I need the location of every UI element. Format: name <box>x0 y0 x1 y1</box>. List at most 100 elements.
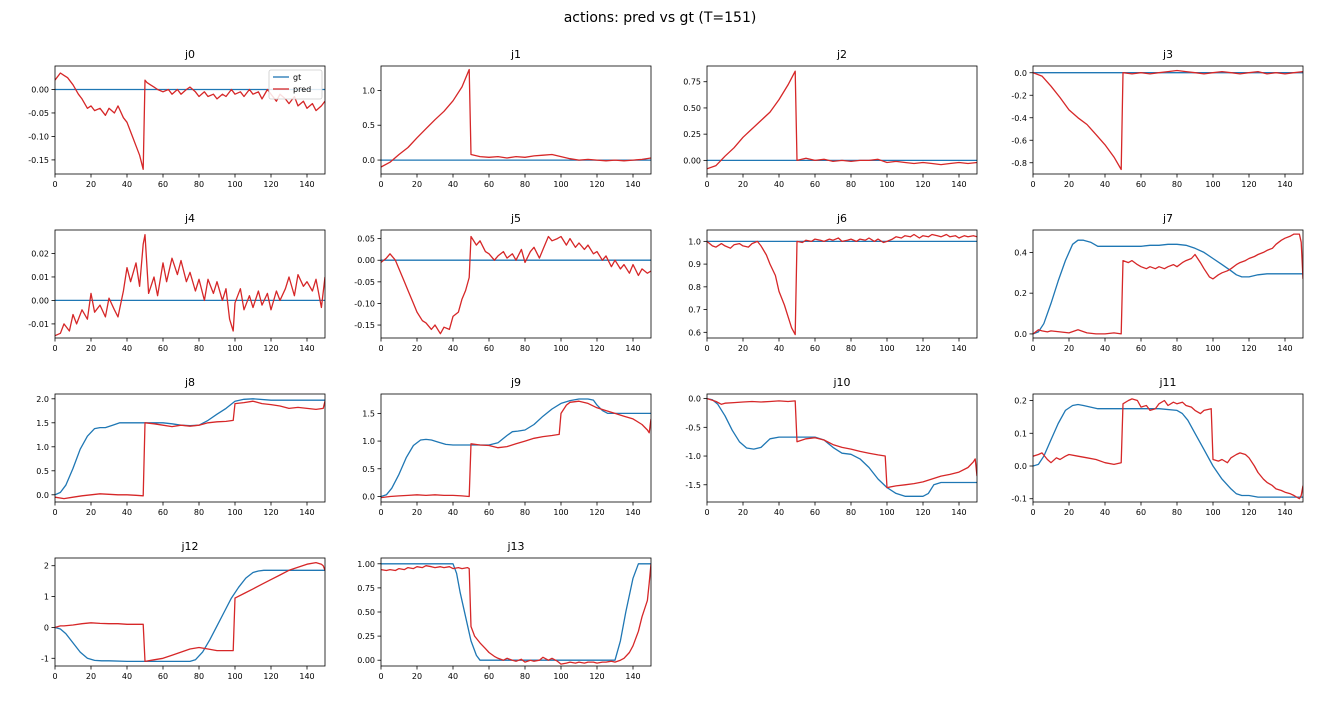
x-tick-label: 40 <box>774 508 784 517</box>
x-tick-label: 20 <box>86 508 96 517</box>
y-tick-label: -0.5 <box>685 423 701 432</box>
x-tick-label: 120 <box>589 344 604 353</box>
x-tick-label: 140 <box>625 508 640 517</box>
x-tick-label: 120 <box>915 344 930 353</box>
x-tick-label: 140 <box>951 180 966 189</box>
x-tick-label: 120 <box>915 508 930 517</box>
x-tick-label: 60 <box>484 180 494 189</box>
x-tick-label: 60 <box>158 344 168 353</box>
x-tick-label: 120 <box>589 180 604 189</box>
x-tick-label: 20 <box>1064 180 1074 189</box>
x-tick-label: 140 <box>1277 344 1292 353</box>
x-tick-label: 20 <box>738 508 748 517</box>
y-tick-label: -0.1 <box>1011 495 1027 504</box>
y-tick-label: -0.4 <box>1011 114 1027 123</box>
x-tick-label: 60 <box>158 180 168 189</box>
x-tick-label: 20 <box>738 180 748 189</box>
y-tick-label: -1 <box>41 654 49 663</box>
x-tick-label: 100 <box>553 344 568 353</box>
subplot-title: j13 <box>506 540 524 553</box>
x-tick-label: 20 <box>412 508 422 517</box>
y-tick-label: 0.2 <box>1014 289 1027 298</box>
x-tick-label: 140 <box>625 344 640 353</box>
x-tick-label: 0 <box>704 508 709 517</box>
series-line-pred <box>381 400 651 499</box>
x-tick-label: 100 <box>553 672 568 681</box>
x-tick-label: 100 <box>553 180 568 189</box>
y-tick-label: 0.25 <box>357 632 375 641</box>
subplot-title: j4 <box>184 212 195 225</box>
x-tick-label: 40 <box>1100 344 1110 353</box>
y-tick-label: 0.0 <box>1014 330 1027 339</box>
x-tick-label: 60 <box>810 508 820 517</box>
axes-frame <box>1032 65 1304 175</box>
axes-frame <box>380 557 652 667</box>
x-tick-label: 100 <box>227 344 242 353</box>
x-tick-label: 120 <box>263 180 278 189</box>
y-tick-label: 1 <box>44 593 49 602</box>
y-tick-label: 1.0 <box>688 237 701 246</box>
x-tick-label: 60 <box>158 508 168 517</box>
y-tick-label: 0.0 <box>1014 69 1027 78</box>
x-tick-label: 80 <box>194 508 204 517</box>
subplot-title: j7 <box>1162 212 1173 225</box>
x-tick-label: 0 <box>704 180 709 189</box>
x-tick-label: 60 <box>484 508 494 517</box>
y-tick-label: 0.7 <box>688 306 701 315</box>
legend-label-pred: pred <box>293 85 311 94</box>
x-tick-label: 20 <box>1064 508 1074 517</box>
legend-label-gt: gt <box>293 73 301 82</box>
y-tick-label: -0.05 <box>354 278 375 287</box>
x-tick-label: 0 <box>378 344 383 353</box>
y-tick-label: -0.6 <box>1011 136 1027 145</box>
series-line-pred <box>381 563 651 665</box>
x-tick-label: 20 <box>86 672 96 681</box>
x-tick-label: 0 <box>52 508 57 517</box>
axes-frame <box>1032 393 1304 503</box>
x-tick-label: 60 <box>810 180 820 189</box>
x-tick-label: 20 <box>412 344 422 353</box>
x-tick-label: 0 <box>52 180 57 189</box>
x-tick-label: 120 <box>1241 344 1256 353</box>
subplot-j7: 0 20 40 60 80 100 120 140 0.0 0.2 0.4 j7 <box>1014 212 1304 353</box>
y-tick-label: 0.1 <box>1014 429 1027 438</box>
y-tick-label: 0.25 <box>683 130 701 139</box>
series-line-pred <box>381 68 651 168</box>
subplot-j5: 0 20 40 60 80 100 120 140 -0.15 -0.10 -0.05 0.00 0.0… <box>354 212 652 353</box>
subplot-title: j9 <box>510 376 521 389</box>
y-tick-label: 1.5 <box>36 419 49 428</box>
x-tick-label: 80 <box>520 672 530 681</box>
x-tick-label: 120 <box>915 180 930 189</box>
x-tick-label: 60 <box>810 344 820 353</box>
subplot-title: j11 <box>1158 376 1176 389</box>
x-tick-label: 40 <box>774 180 784 189</box>
subplot-j4: 0 20 40 60 80 100 120 140 -0.01 0.00 0.01 0.02 j4 <box>28 212 326 353</box>
x-tick-label: 100 <box>1205 344 1220 353</box>
y-tick-label: 0.0 <box>1014 462 1027 471</box>
x-tick-label: 80 <box>194 672 204 681</box>
x-tick-label: 140 <box>299 344 314 353</box>
x-tick-label: 0 <box>1030 508 1035 517</box>
x-tick-label: 0 <box>52 672 57 681</box>
x-tick-label: 80 <box>846 344 856 353</box>
x-tick-label: 40 <box>448 344 458 353</box>
y-tick-label: 0.05 <box>357 235 375 244</box>
subplot-j8: 0 20 40 60 80 100 120 140 0.0 0.5 1.0 1.5 2.0 j8 <box>36 376 326 517</box>
series-line-gt <box>55 569 325 663</box>
y-tick-label: 0.8 <box>688 283 701 292</box>
y-tick-label: 0.0 <box>36 491 49 500</box>
series-line-pred <box>1033 398 1303 500</box>
axes-frame <box>54 65 326 175</box>
x-tick-label: 80 <box>1172 180 1182 189</box>
x-tick-label: 140 <box>951 508 966 517</box>
subplot-j11: 0 20 40 60 80 100 120 140 -0.1 0.0 0.1 0.2 j11 <box>1011 376 1304 517</box>
subplot-title: j1 <box>510 48 521 61</box>
x-tick-label: 60 <box>484 344 494 353</box>
y-tick-label: 0.00 <box>357 656 375 665</box>
x-tick-label: 100 <box>227 508 242 517</box>
figure-title: actions: pred vs gt (T=151) <box>563 10 757 26</box>
y-tick-label: 0.00 <box>357 256 375 265</box>
subplot-title: j12 <box>180 540 198 553</box>
axes-frame <box>54 393 326 503</box>
